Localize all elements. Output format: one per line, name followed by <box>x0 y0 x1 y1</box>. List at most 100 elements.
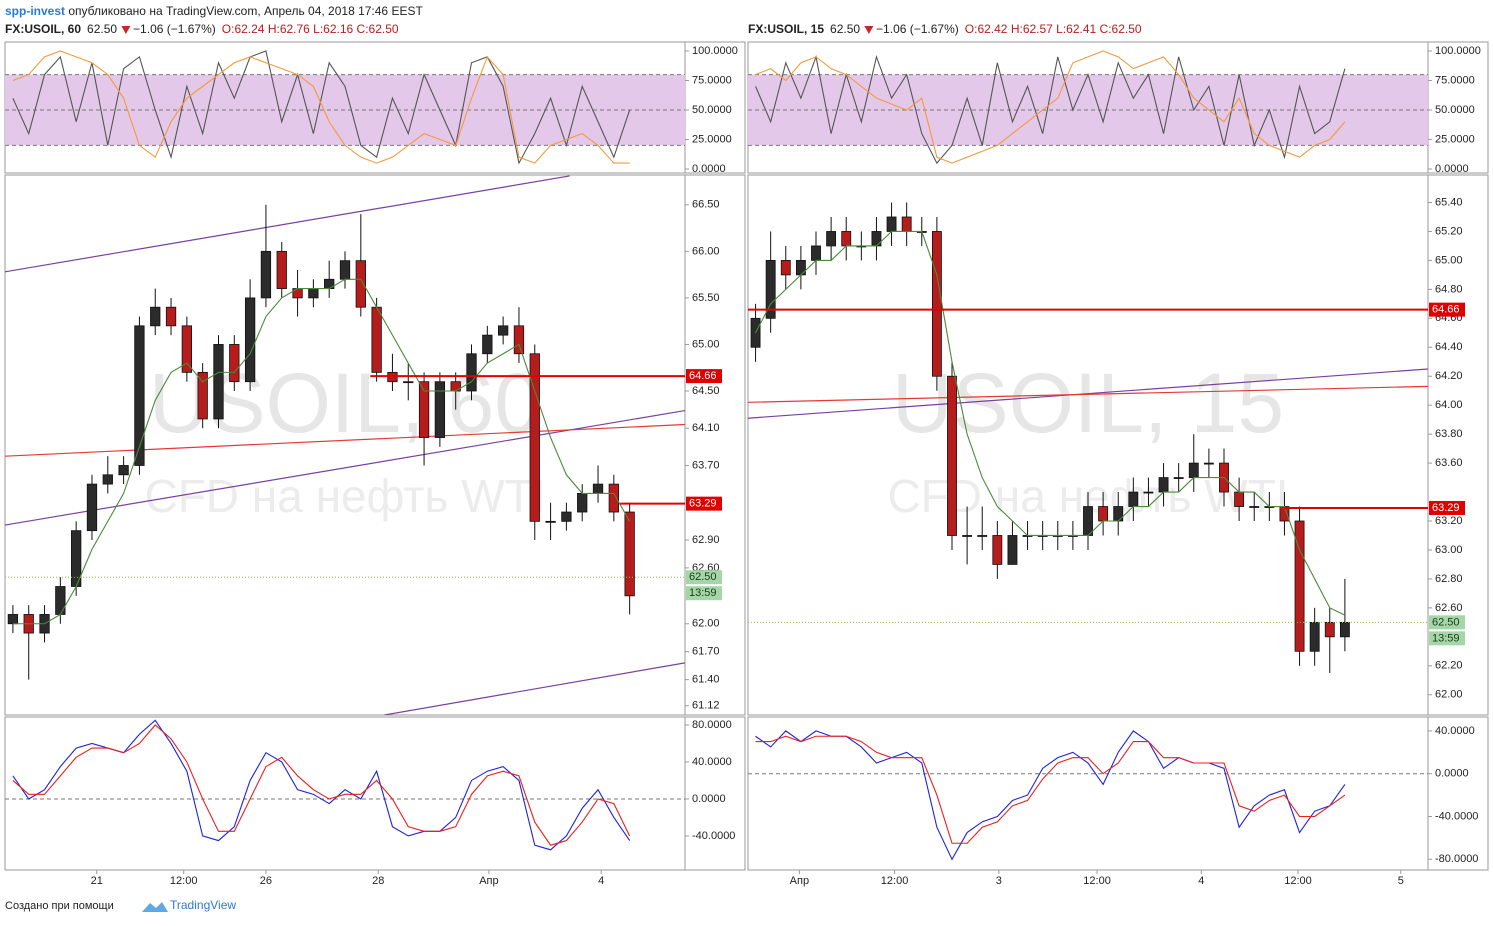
candle-body <box>1309 621 1320 652</box>
candle-body <box>213 344 224 420</box>
oscillator-line <box>755 735 1346 844</box>
panel-frame <box>747 174 1489 716</box>
author[interactable]: spp-invest <box>5 4 65 18</box>
oscillator <box>5 719 685 851</box>
trend-line <box>748 385 1428 403</box>
y-tick-label: 64.10 <box>692 422 720 434</box>
candle-body <box>371 306 382 373</box>
countdown: 13:59 <box>689 587 717 599</box>
candle-body <box>165 306 177 327</box>
y-tick-label: 63.70 <box>692 459 720 471</box>
candle-body <box>750 317 761 348</box>
candle-body <box>901 216 912 232</box>
candle-body <box>276 250 287 289</box>
footer-brand[interactable]: TradingView <box>170 898 236 912</box>
price-level-box <box>686 369 722 384</box>
y-tick-label: 100.0000 <box>1435 45 1481 57</box>
y-tick-label: 64.80 <box>1435 283 1463 295</box>
oscillator-line <box>12 724 631 846</box>
countdown: 13:59 <box>1432 632 1460 644</box>
ohlc: O:62.24 H:62.76 L:62.16 C:62.50 <box>222 22 399 36</box>
down-arrow <box>121 26 131 34</box>
candle-body <box>561 511 572 522</box>
candle-body <box>962 535 973 537</box>
candle-body <box>977 535 988 537</box>
y-tick-label: 75.0000 <box>1435 74 1475 86</box>
legend: FX:USOIL, 60 62.50 −1.06 (−1.67%) O:62.24 H… <box>5 22 399 36</box>
y-tick-label: 25.0000 <box>1435 133 1475 145</box>
candle-body <box>886 216 897 232</box>
candle-body <box>1173 477 1184 479</box>
trend-line <box>384 662 685 715</box>
candle-body <box>947 375 957 536</box>
x-tick-label: 28 <box>372 875 384 887</box>
x-tick-label: 12:00 <box>1083 875 1111 887</box>
oscillator-line <box>755 54 1346 165</box>
x-tick-label: 21 <box>91 875 103 887</box>
candle-body <box>466 353 477 392</box>
ohlc: O:62.42 H:62.57 L:62.41 C:62.50 <box>965 22 1142 36</box>
y-tick-label: 62.20 <box>1435 660 1463 672</box>
candle-body <box>826 231 837 247</box>
change: −1.06 (−1.67%) <box>133 22 216 36</box>
candle-body <box>931 231 942 377</box>
y-tick-label: 63.20 <box>1435 515 1463 527</box>
y-tick-label: 0.0000 <box>1435 768 1469 780</box>
candle-body <box>1294 520 1305 652</box>
x-tick-label: 4 <box>1198 875 1204 887</box>
candle-body <box>55 586 66 615</box>
panel-frame <box>747 716 1489 871</box>
symbol: FX:USOIL, 15 <box>748 22 824 36</box>
trend-line <box>5 175 570 273</box>
y-tick-label: 65.40 <box>1435 196 1463 208</box>
price-level-box <box>686 570 722 585</box>
y-tick-label: 0.0000 <box>692 163 726 175</box>
price-level-label: 64.66 <box>1432 304 1460 316</box>
candle-body <box>1143 491 1154 494</box>
y-tick-label: 62.80 <box>1435 573 1463 585</box>
y-tick-label: 64.00 <box>1435 399 1463 411</box>
price-level-box <box>1429 500 1465 515</box>
candle-body <box>592 483 604 494</box>
price-level-box <box>1429 302 1465 317</box>
candle-body <box>1249 506 1260 508</box>
footer-text: Создано при помощи <box>5 900 114 912</box>
y-tick-label: 64.50 <box>692 385 720 397</box>
price-level-label: 62.50 <box>689 571 717 583</box>
y-tick-label: 65.00 <box>1435 254 1463 266</box>
candle-body <box>229 344 240 383</box>
y-tick-label: -40.0000 <box>1435 810 1478 822</box>
candle-body <box>308 288 319 299</box>
trend-line <box>748 368 1428 419</box>
price-level-box <box>1429 615 1465 630</box>
candle-body <box>339 260 351 280</box>
candle-body <box>86 483 98 532</box>
candle-body <box>841 231 852 247</box>
y-tick-label: 62.00 <box>1435 689 1463 701</box>
header: spp-invest опубликовано на TradingView.c… <box>5 4 423 18</box>
y-tick-label: 62.60 <box>1435 602 1463 614</box>
x-tick-label: 12:00 <box>1284 875 1312 887</box>
panel-frame <box>4 716 746 871</box>
candle-body <box>608 483 619 513</box>
candle-body <box>577 493 588 513</box>
y-tick-label: -40.0000 <box>692 830 735 842</box>
y-tick-label: 50.0000 <box>1435 104 1475 116</box>
candle-body <box>871 231 882 247</box>
y-tick-label: 61.40 <box>692 674 720 686</box>
candle-body <box>7 614 19 625</box>
y-tick-label: 25.0000 <box>692 133 732 145</box>
candle-body <box>780 260 791 276</box>
y-tick-label: 80.0000 <box>692 719 732 731</box>
change: −1.06 (−1.67%) <box>876 22 959 36</box>
price-level-box <box>686 496 722 511</box>
price-level-label: 64.66 <box>689 370 717 382</box>
last-price: 62.50 <box>87 22 117 36</box>
y-tick-label: 65.00 <box>692 338 720 350</box>
x-tick-label: 12:00 <box>170 875 198 887</box>
oscillator-line <box>12 719 631 851</box>
